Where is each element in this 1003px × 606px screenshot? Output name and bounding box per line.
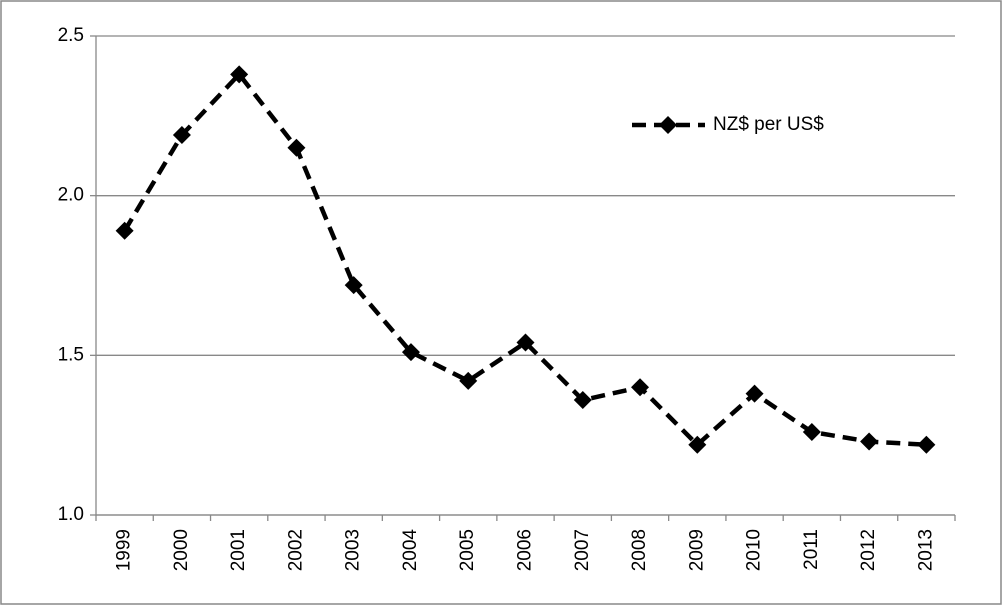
x-tick-label: 2012 — [858, 529, 879, 571]
legend-label: NZ$ per US$ — [713, 114, 824, 135]
marker — [287, 138, 306, 157]
marker — [802, 422, 821, 441]
y-tick-label: 2.5 — [58, 25, 84, 46]
x-tick-label: 2000 — [171, 529, 192, 571]
marker — [401, 343, 420, 362]
x-tick-label: 2001 — [228, 529, 249, 571]
x-tick-label: 2010 — [744, 529, 765, 571]
y-tick-label: 2.0 — [58, 185, 84, 206]
x-tick-label: 2005 — [457, 529, 478, 571]
x-tick-label: 1999 — [114, 529, 135, 571]
marker — [631, 378, 650, 397]
line — [122, 70, 927, 448]
marker — [115, 221, 134, 240]
marker — [172, 125, 191, 144]
x-tick-label: 2013 — [915, 529, 936, 571]
marker — [860, 432, 879, 451]
marker — [459, 371, 478, 390]
marker — [573, 391, 592, 410]
marker — [516, 333, 535, 352]
marker — [344, 276, 363, 295]
x-tick-label: 2009 — [686, 529, 707, 571]
x-tick-label: 2003 — [343, 529, 364, 571]
marker — [688, 435, 707, 454]
marker — [745, 384, 764, 403]
x-tick-label: 2011 — [801, 529, 822, 570]
y-tick-label: 1.5 — [58, 344, 84, 365]
x-tick-label: 2007 — [572, 529, 593, 571]
x-tick-label: 2002 — [285, 529, 306, 571]
y-tick-label: 1.0 — [58, 504, 84, 525]
marker — [230, 65, 249, 84]
x-tick-label: 2008 — [629, 529, 650, 571]
marker — [917, 435, 936, 454]
legend-marker — [659, 116, 677, 134]
x-tick-label: 2004 — [400, 529, 421, 572]
x-tick-label: 2006 — [515, 529, 536, 571]
